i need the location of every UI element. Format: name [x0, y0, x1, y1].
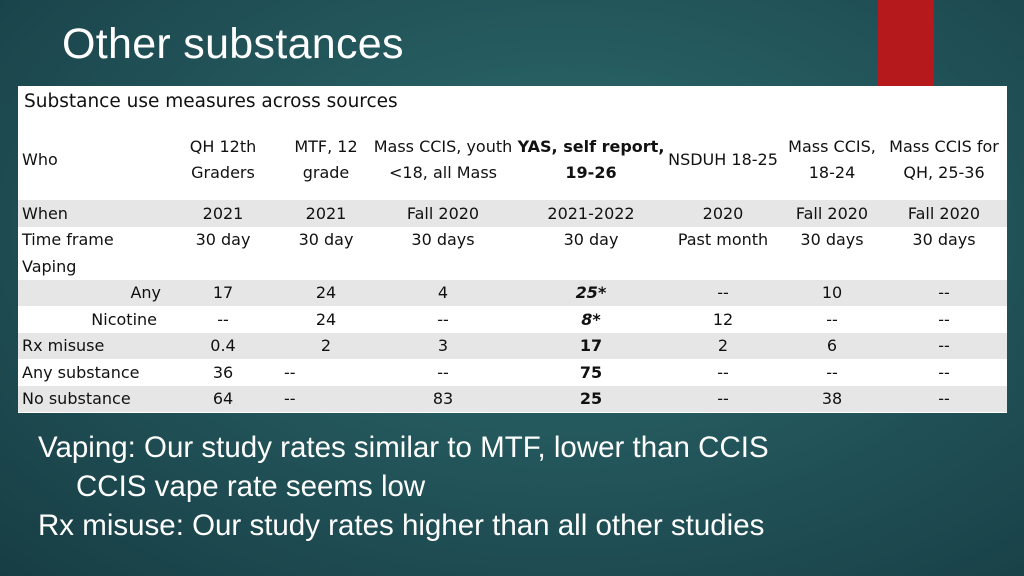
slide-notes: Vaping: Our study rates similar to MTF, … [38, 428, 769, 545]
header-yas: YAS, self report, 19-26 [517, 128, 665, 192]
cell-value: -- [717, 283, 729, 303]
row-label: Time frame [22, 230, 114, 250]
table-header-row: Who QH 12th Graders MTF, 12 grade Mass C… [18, 128, 1007, 192]
cell-value: Fall 2020 [406, 203, 480, 223]
header-mass-ccis-qh: Mass CCIS for QH, 25-36 [884, 128, 1004, 192]
row-label: Vaping [22, 256, 77, 276]
header-who: Who [22, 150, 58, 169]
cell-value: 2 [717, 336, 729, 356]
cell-value: 24 [315, 283, 337, 303]
cell-value: -- [437, 362, 449, 382]
table-row-when: When 2021 2021 Fall 2020 2021-2022 2020 … [18, 200, 1007, 227]
cell-value: -- [938, 362, 950, 382]
cell-value: -- [437, 309, 449, 329]
table-row-any-substance: Any substance 36 -- -- 75 -- -- -- [18, 359, 1007, 386]
cell-value: 75 [579, 362, 603, 382]
cell-value: -- [284, 362, 296, 382]
table-row-nicotine: Nicotine -- 24 -- 8* 12 -- -- [18, 306, 1007, 333]
table-row-rx-misuse: Rx misuse 0.4 2 3 17 2 6 -- [18, 332, 1007, 359]
note-ccis-vape: CCIS vape rate seems low [76, 470, 426, 503]
cell-value: 83 [432, 389, 454, 409]
cell-value: 25 [579, 389, 603, 409]
row-label: Any substance [22, 362, 140, 382]
cell-value: 30 days [912, 230, 976, 250]
cell-value: -- [717, 389, 729, 409]
cell-value: 4 [437, 283, 449, 303]
cell-value: 64 [212, 389, 234, 409]
header-line1: NSDUH 18-25 [668, 150, 778, 169]
cell-value: 6 [826, 336, 838, 356]
table-row-no-substance: No substance 64 -- 83 25 -- 38 -- [18, 385, 1007, 412]
cell-value: 2020 [702, 203, 744, 223]
header-line2: QH, 25-36 [903, 163, 985, 182]
cell-value: 8* [581, 309, 601, 329]
header-nsduh: NSDUH 18-25 [664, 128, 782, 192]
cell-value: 36 [212, 362, 234, 382]
cell-value: 2 [320, 336, 332, 356]
header-line2: 18-24 [808, 163, 856, 182]
cell-value: 2021 [305, 203, 347, 223]
header-line1: YAS, self report, [517, 137, 665, 156]
cell-value: 30 day [195, 230, 251, 250]
cell-value: 24 [315, 309, 337, 329]
cell-value: Fall 2020 [907, 203, 981, 223]
table-row-time-frame: Time frame 30 day 30 day 30 days 30 day … [18, 227, 1007, 254]
cell-value: Past month [677, 230, 769, 250]
cell-value: 2021 [202, 203, 244, 223]
table-row-vaping: Vaping [18, 253, 1007, 280]
cell-value: -- [938, 283, 950, 303]
row-label: No substance [22, 389, 131, 409]
row-label: When [22, 203, 68, 223]
cell-value: 17 [212, 283, 234, 303]
cell-value: 3 [437, 336, 449, 356]
header-mass-ccis-18-24: Mass CCIS, 18-24 [782, 128, 882, 192]
row-label: Any [130, 283, 161, 303]
header-line1: Mass CCIS, [788, 137, 876, 156]
cell-value: 30 day [298, 230, 354, 250]
note-rx-misuse: Rx misuse: Our study rates higher than a… [38, 509, 765, 542]
cell-value: 17 [579, 336, 603, 356]
header-mass-ccis-youth: Mass CCIS, youth <18, all Mass [370, 128, 516, 192]
table-row-any: Any 17 24 4 25* -- 10 -- [18, 279, 1007, 306]
accent-bar [878, 0, 934, 86]
header-line1: Mass CCIS for [889, 137, 999, 156]
cell-value: -- [938, 389, 950, 409]
header-line2: <18, all Mass [389, 163, 497, 182]
header-line1: QH 12th [189, 137, 257, 156]
cell-value: 25* [575, 283, 607, 303]
substance-table: Substance use measures across sources Wh… [18, 86, 1007, 413]
header-mtf: MTF, 12 grade [281, 128, 371, 192]
cell-value: 0.4 [210, 336, 236, 356]
cell-value: -- [717, 362, 729, 382]
note-vaping: Vaping: Our study rates similar to MTF, … [38, 431, 769, 464]
cell-value: 30 day [563, 230, 619, 250]
header-line2: Graders [191, 163, 255, 182]
slide-title: Other substances [62, 20, 404, 68]
cell-value: 30 days [411, 230, 475, 250]
header-line1: MTF, 12 [294, 137, 358, 156]
cell-value: -- [938, 336, 950, 356]
cell-value: 2021-2022 [547, 203, 635, 223]
cell-value: 38 [821, 389, 843, 409]
cell-value: 30 days [800, 230, 864, 250]
header-line2: grade [302, 163, 350, 182]
cell-value: Fall 2020 [795, 203, 869, 223]
cell-value: -- [826, 309, 838, 329]
header-qh12: QH 12th Graders [173, 128, 273, 192]
cell-value: 10 [821, 283, 843, 303]
cell-value: -- [826, 362, 838, 382]
row-label: Rx misuse [22, 336, 105, 356]
cell-value: -- [938, 309, 950, 329]
cell-value: -- [217, 309, 229, 329]
table-caption: Substance use measures across sources [24, 91, 398, 112]
cell-value: 12 [712, 309, 734, 329]
cell-value: -- [284, 389, 296, 409]
header-line1: Mass CCIS, youth [373, 137, 513, 156]
row-label: Nicotine [91, 309, 157, 329]
header-line2: 19-26 [565, 163, 617, 182]
